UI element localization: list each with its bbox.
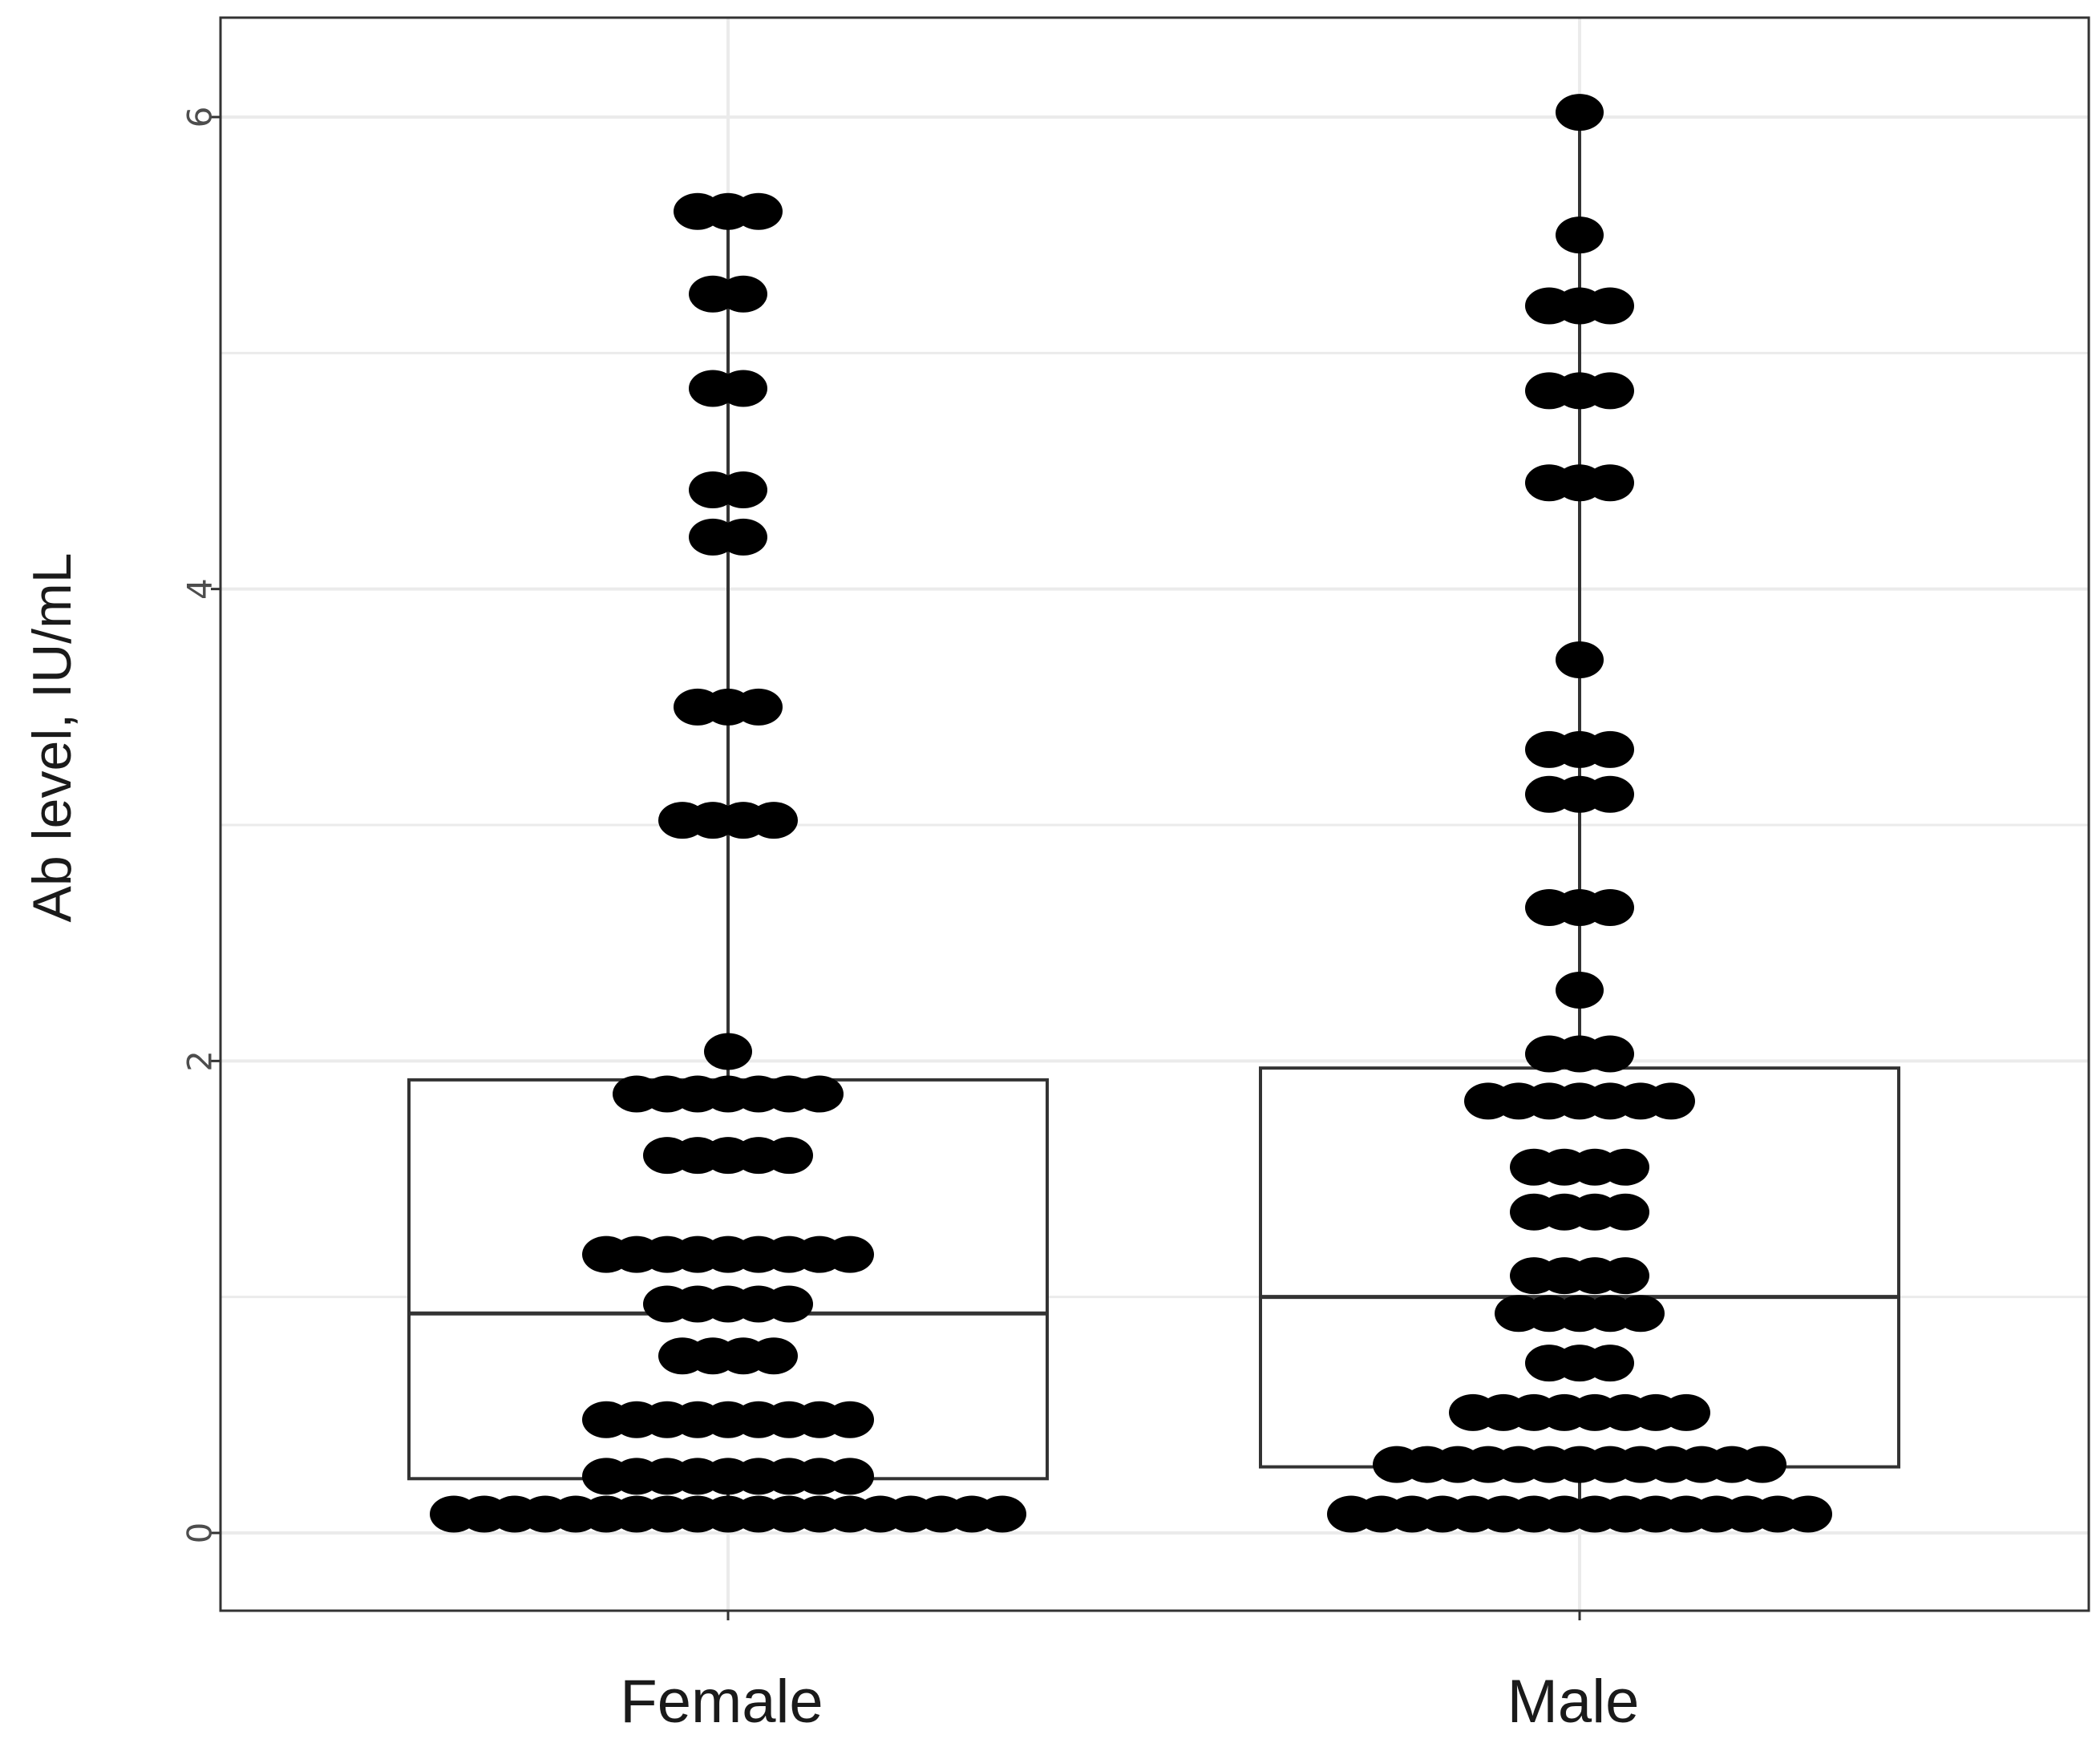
data-point [719,370,767,407]
data-point [1556,641,1604,678]
data-point [1586,889,1634,927]
data-point [719,471,767,509]
data-point [1586,1345,1634,1382]
y-tick-label: 4 [180,578,220,600]
data-point [1586,1035,1634,1073]
dots-female [430,192,1026,1533]
data-point [1601,1148,1649,1186]
data-point [750,1337,798,1375]
data-point [1738,1446,1786,1483]
data-point [826,1401,874,1438]
data-point [1556,94,1604,131]
data-point [1662,1393,1710,1431]
data-point [1556,216,1604,254]
data-point [1647,1082,1695,1120]
x-axis-ticks: Female Male [620,1611,1639,1736]
panel-border [219,16,2090,1612]
data-point [719,518,767,556]
data-point [1601,1257,1649,1295]
data-point [704,1033,752,1070]
y-axis-ticks: 0 2 4 6 [180,107,221,1544]
data-point [978,1495,1026,1533]
data-point [1784,1495,1832,1533]
data-point [1601,1193,1649,1231]
y-axis-title: Ab level, IU/mL [22,552,83,922]
data-point [1586,730,1634,768]
data-point [1616,1295,1665,1333]
data-point [1586,464,1634,502]
data-point [734,688,783,726]
data-point [795,1075,844,1113]
x-tick-label-male: Male [1507,1668,1640,1736]
boxplots [407,112,1900,1515]
data-point [1586,287,1634,325]
y-tick-label: 2 [180,1050,220,1072]
y-tick-label: 6 [180,107,220,128]
data-point [734,192,783,230]
data-point [1586,775,1634,813]
y-tick-label: 0 [180,1523,220,1544]
dot-rows [430,94,1832,1533]
data-point [765,1137,813,1175]
data-point [1586,372,1634,410]
data-point [826,1458,874,1495]
data-point [719,275,767,313]
x-tick-label-female: Female [620,1668,823,1736]
data-point [826,1235,874,1273]
data-point [750,802,798,839]
data-point [1556,972,1604,1009]
data-point [765,1285,813,1323]
dots-male [1327,94,1832,1533]
